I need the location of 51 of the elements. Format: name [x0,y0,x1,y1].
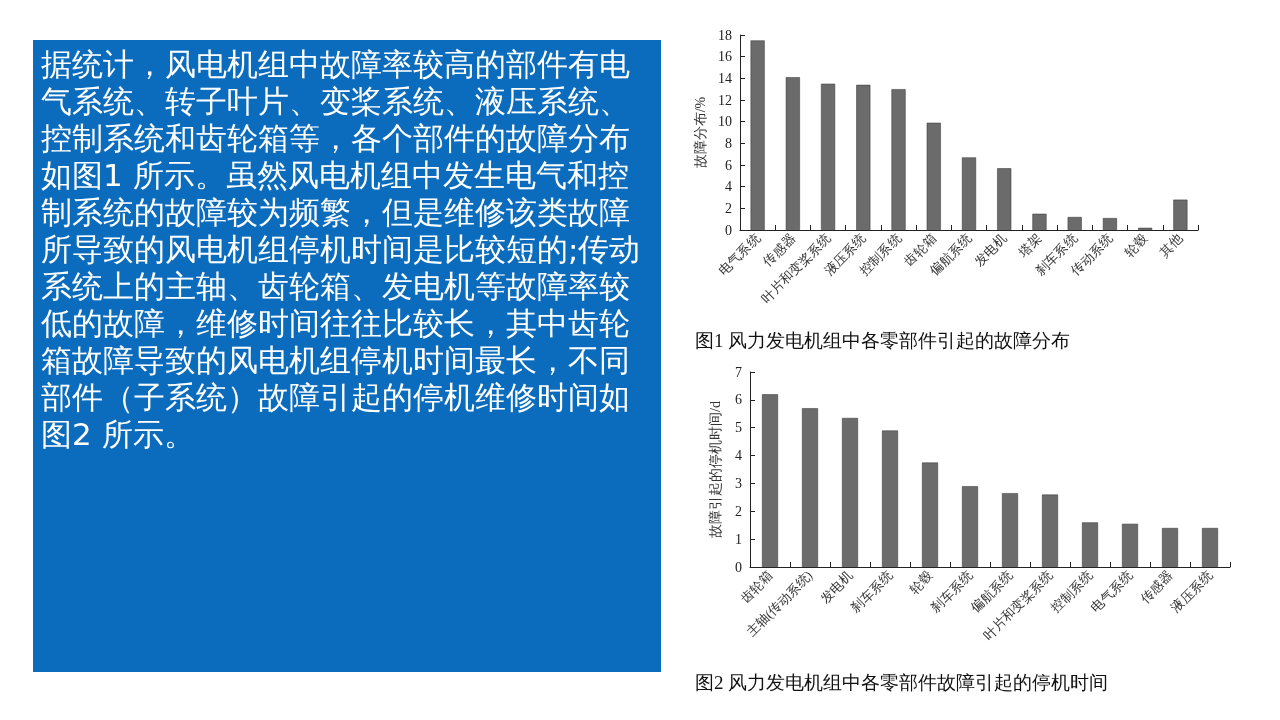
y-tick-label: 4 [725,179,732,195]
y-tick-label: 3 [735,475,742,491]
y-tick-label: 12 [718,92,732,108]
x-tick-label: 其他 [1156,230,1186,260]
x-tick-label: 轮毂 [906,567,936,597]
bar [842,417,858,567]
bar [1032,213,1047,230]
bar [926,122,941,230]
y-axis-title: 故障分布/% [692,96,708,169]
y-tick-label: 5 [735,420,742,436]
bar [1162,528,1178,567]
y-tick-label: 6 [735,392,742,408]
y-tick-label: 0 [735,559,742,575]
bar [1122,523,1138,567]
bar [1173,199,1188,230]
y-tick-label: 10 [718,114,732,130]
y-tick-label: 4 [735,448,742,464]
x-tick-label: 塔架 [1015,230,1045,261]
y-tick-label: 0 [725,222,732,238]
y-tick-label: 16 [718,49,732,65]
bar [1042,494,1058,567]
bar [1002,493,1018,567]
bar [891,89,906,230]
bar [762,394,778,567]
bar [997,168,1012,230]
bar [802,408,818,567]
text: 图2 风力发电机组中各零部件故障引起的停机时间 [695,672,1109,693]
y-tick-label: 2 [725,200,732,216]
x-tick-label: 轮毂 [1121,230,1151,260]
bar [1067,217,1082,230]
bar [962,486,978,567]
text: 据统计，风电机组中故障率较高的部件有电气系统、转子叶片、变桨系统、液压系统、控制系统和齿轮箱等，各个部件的故障分布如图1 所示。虽然风电机组中发生电气和控制系统的故障较为频繁，但是维修该类故障所导致的风电机组停机时间是比较短的;传动系统上的主轴、齿轮箱、发电机等故障率较低的故障，维修时间往往比较长，其中齿轮箱故障导致的风电机组停机时间最长，不同部件（子系统）故障引起的停机维修时间如图2 所示。 [41,46,641,452]
y-tick-label: 1 [735,531,742,547]
bar [882,430,898,567]
y-tick-label: 8 [725,135,732,151]
bar [821,83,836,230]
y-tick-label: 14 [718,70,732,86]
y-axis-title: 故障引起的停机时间/d [707,401,723,538]
y-tick-label: 2 [735,503,742,519]
bar [1082,522,1098,567]
bar [922,462,938,567]
y-tick-label: 18 [718,27,732,43]
bar [961,157,977,230]
bar [750,40,765,230]
bar [1102,218,1117,230]
bar [1202,528,1218,567]
bar [856,84,871,230]
bar [785,77,800,230]
y-tick-label: 6 [725,157,732,173]
text: 图1 风力发电机组中各零部件引起的故障分布 [695,330,1071,351]
y-tick-label: 7 [735,364,742,380]
